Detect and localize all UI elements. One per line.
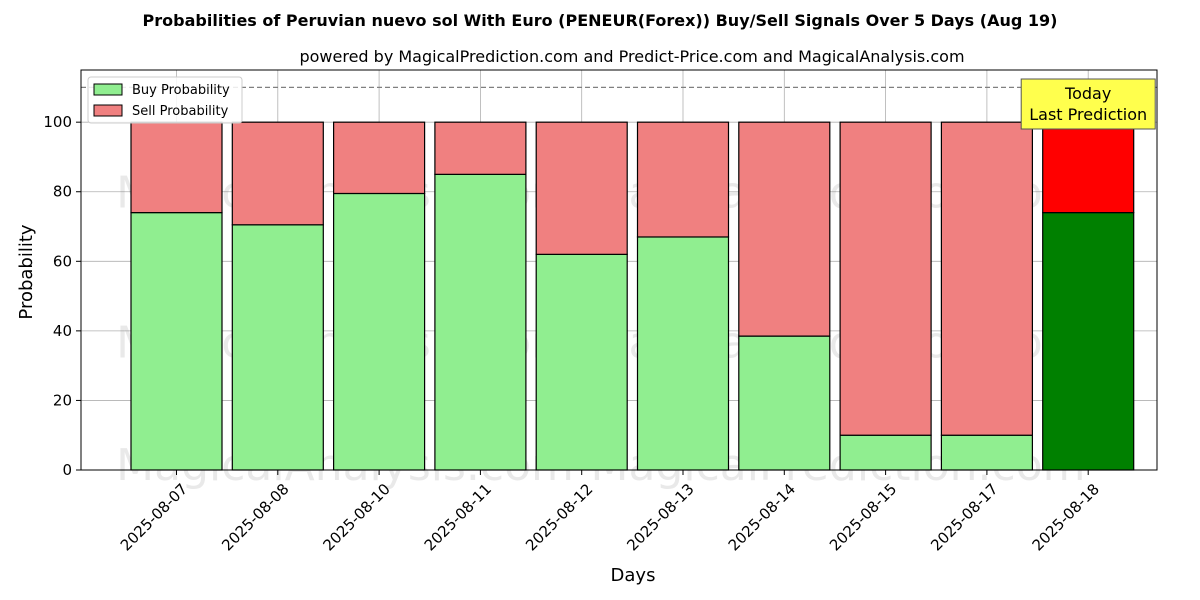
x-tick-label: 2025-08-14 [725,480,799,554]
chart-subtitle: powered by MagicalPrediction.com and Pre… [299,47,964,66]
x-tick-label: 2025-08-08 [218,480,292,554]
buy-bar [333,192,426,471]
sell-bar [231,121,324,226]
sell-bar [940,121,1034,436]
annotation-line: Today [1064,84,1111,103]
sell-bar [1042,121,1135,214]
legend-label: Buy Probability [132,83,230,98]
annotation-line: Last Prediction [1029,105,1147,124]
buy-bar [940,434,1034,471]
buy-bar [231,224,324,471]
sell-bar [130,121,223,214]
legend-swatch [93,104,123,117]
x-tick-label: 2025-08-11 [421,480,495,554]
buy-bar [636,236,730,471]
y-tick-label: 40 [53,322,72,340]
x-tick-label: 2025-08-12 [522,480,596,554]
y-axis-ticks: 0 20 40 60 80 100 [43,113,81,479]
sell-bar [535,121,628,255]
x-tick-label: 2025-08-10 [319,480,393,554]
buy-bar [839,434,932,471]
x-tick-label: 2025-08-07 [117,480,191,554]
buy-bar [1042,212,1135,471]
annotation-box [1020,78,1156,130]
plot-frame [80,69,1158,471]
chart-title: Probabilities of Peruvian nuevo sol With… [143,11,1058,30]
x-tick-label: 2025-08-13 [623,480,697,554]
today-annotation: Today Last Prediction [1020,78,1156,130]
x-tick-label: 2025-08-18 [1029,480,1103,554]
y-tick-label: 0 [62,461,72,479]
x-axis-label: Days [611,565,656,586]
buy-bar [535,253,628,471]
y-axis-label: Probability [16,224,37,319]
x-tick-label: 2025-08-15 [826,480,900,554]
legend-label: Sell Probability [132,104,229,119]
y-tick-label: 80 [53,183,72,201]
legend-swatch [93,83,123,96]
bars [130,121,1135,471]
sell-bar [738,121,831,337]
buy-bar [130,212,223,471]
sell-bar [839,121,932,436]
buy-bar [738,335,831,471]
sell-bar [434,121,527,175]
sell-bar [636,121,730,238]
y-tick-label: 100 [43,113,72,131]
y-tick-label: 20 [53,391,72,409]
legend: Buy Probability Sell Probability [87,76,243,124]
y-tick-label: 60 [53,252,72,270]
x-tick-label: 2025-08-17 [927,480,1001,554]
sell-bar [333,121,426,195]
buy-bar [434,173,527,471]
legend-frame [87,76,243,124]
